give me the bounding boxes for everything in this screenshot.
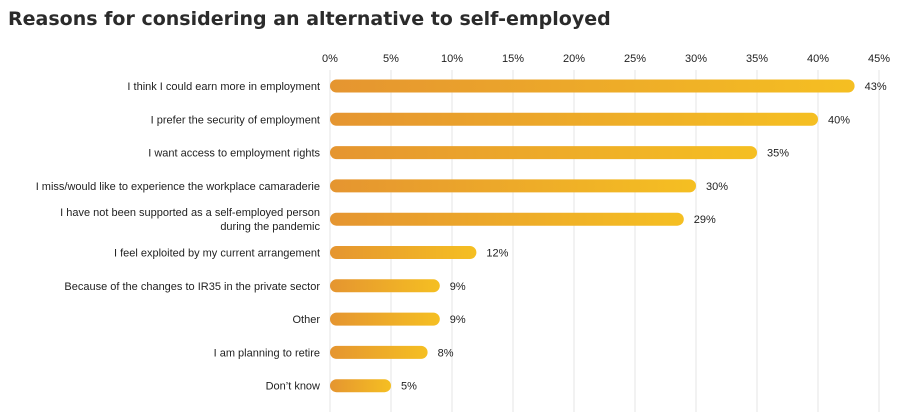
category-label: Other (292, 314, 320, 326)
bar (330, 312, 440, 326)
category-label: I prefer the security of employment (151, 114, 320, 126)
x-tick-label: 45% (868, 53, 890, 65)
category-label: I want access to employment rights (148, 148, 320, 160)
x-tick-label: 30% (685, 53, 707, 65)
category-label: I have not been supported as a self-empl… (60, 207, 320, 233)
category-label: I miss/would like to experience the work… (36, 181, 320, 193)
data-label: 5% (401, 381, 417, 393)
x-tick-label: 40% (807, 53, 829, 65)
category-label: I am planning to retire (214, 347, 320, 359)
x-tick-label: 10% (441, 53, 463, 65)
bar (330, 246, 477, 259)
bar (330, 212, 684, 226)
data-label: 8% (438, 347, 454, 359)
category-label: Because of the changes to IR35 in the pr… (64, 281, 320, 293)
data-label: 29% (694, 214, 716, 226)
bar (330, 279, 440, 293)
data-label: 40% (828, 114, 850, 126)
category-label: I feel exploited by my current arrangeme… (114, 248, 320, 260)
data-label: 35% (767, 148, 789, 160)
data-label: 9% (450, 314, 466, 326)
x-tick-label: 25% (624, 53, 646, 65)
data-label: 43% (865, 81, 887, 93)
data-label: 30% (706, 181, 728, 193)
x-tick-label: 15% (502, 53, 524, 65)
data-label: 9% (450, 281, 466, 293)
bars: I think I could earn more in employment 4… (36, 79, 887, 393)
x-tick-label: 20% (563, 53, 585, 65)
bar (330, 179, 696, 193)
x-tick-label: 35% (746, 53, 768, 65)
x-tick-label: 0% (322, 53, 338, 65)
bar (330, 345, 428, 359)
gridlines (329, 70, 880, 412)
bar (330, 146, 757, 160)
category-label: I think I could earn more in employment (127, 81, 320, 93)
bar (330, 112, 818, 126)
bar (330, 379, 391, 393)
chart-title: Reasons for considering an alternative t… (8, 8, 611, 30)
category-label: Don’t know (266, 381, 320, 393)
bar (330, 79, 855, 93)
x-axis-ticks: 0% 5% 10% 15% 20% 25% 30% 35% 40% 45% (322, 53, 890, 65)
data-label: 12% (486, 248, 508, 260)
x-tick-label: 5% (383, 53, 399, 65)
